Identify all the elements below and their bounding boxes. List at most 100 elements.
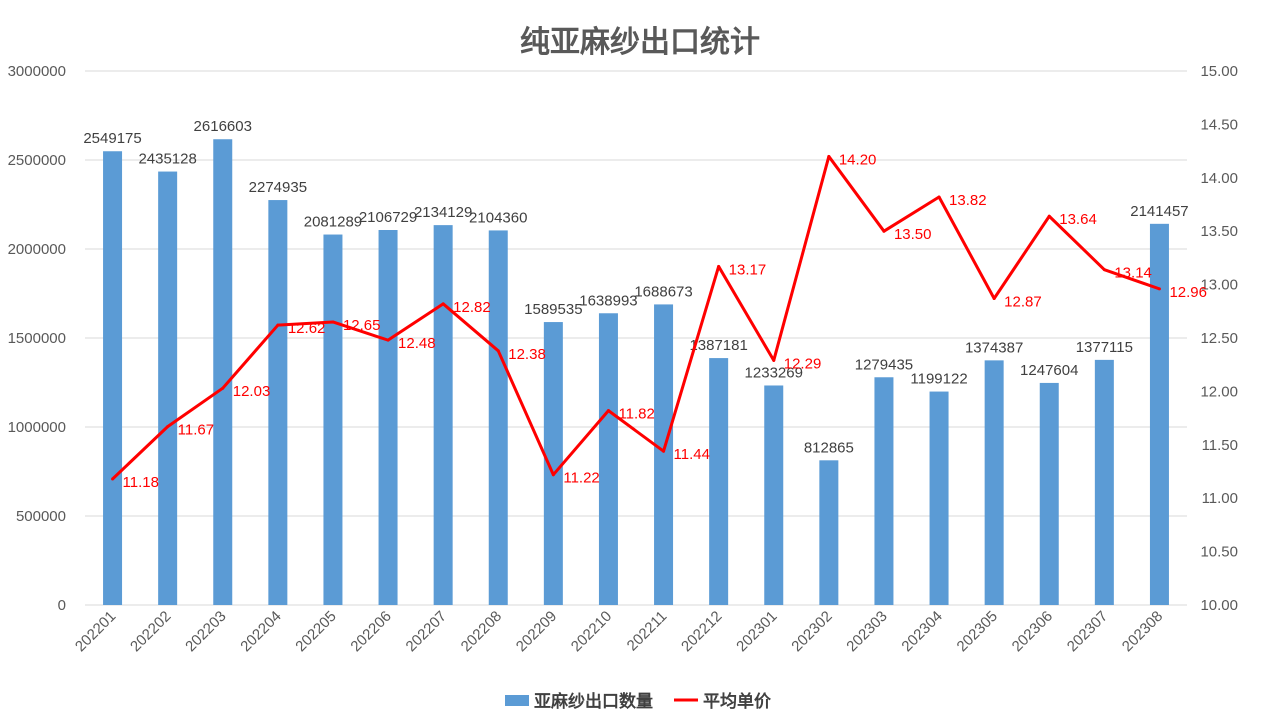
bar <box>764 385 784 605</box>
x-tick-label: 202212 <box>678 608 725 655</box>
bar-data-label: 2081289 <box>304 214 362 231</box>
right-tick-label: 10.50 <box>1200 544 1238 561</box>
bar-data-label: 1638993 <box>579 292 637 309</box>
right-tick-label: 13.00 <box>1200 277 1238 294</box>
right-tick-label: 12.00 <box>1200 383 1238 400</box>
x-tick-label: 202203 <box>182 608 229 655</box>
right-tick-label: 12.50 <box>1200 330 1238 347</box>
line-point <box>992 296 996 300</box>
x-tick-label: 202306 <box>1009 608 1056 655</box>
line-point <box>1102 268 1106 272</box>
bar-data-label: 1233269 <box>745 364 803 381</box>
legend-swatch-bar <box>505 695 529 706</box>
legend: 亚麻纱出口数量 平均单价 <box>505 691 772 712</box>
line-point <box>496 349 500 353</box>
line-data-label: 13.50 <box>894 226 932 243</box>
left-tick-label: 0 <box>58 597 66 614</box>
bar-data-label: 1589535 <box>524 301 582 318</box>
line-point <box>772 358 776 362</box>
bar <box>543 322 563 605</box>
legend-label-bar: 亚麻纱出口数量 <box>534 691 653 712</box>
bar-data-label: 2549175 <box>83 130 141 147</box>
x-tick-label: 202308 <box>1119 608 1166 655</box>
left-axis: 0 500000 1000000 1500000 2000000 2500000 30000… <box>8 63 66 614</box>
bar <box>433 225 453 605</box>
bar-data-label: 2104360 <box>469 209 527 226</box>
bar-data-label: 1199122 <box>910 371 967 388</box>
bar-data-label: 1374387 <box>965 339 1023 356</box>
line-point <box>386 338 390 342</box>
line-data-label: 12.03 <box>233 383 271 400</box>
line-point <box>221 386 225 390</box>
chart-title: 纯亚麻纱出口统计 <box>520 25 760 60</box>
bar <box>103 151 123 605</box>
bar-data-label: 1688673 <box>634 283 692 300</box>
x-tick-label: 202201 <box>72 608 119 655</box>
bar <box>213 139 233 605</box>
line-data-label: 14.20 <box>839 151 877 168</box>
x-tick-label: 202304 <box>898 608 945 655</box>
line-data-label: 11.44 <box>674 446 710 463</box>
bar <box>598 313 618 605</box>
line-point <box>827 154 831 158</box>
right-tick-label: 14.00 <box>1200 170 1238 187</box>
line-point <box>1047 214 1051 218</box>
x-tick-label: 202303 <box>843 608 890 655</box>
bar <box>1094 359 1114 605</box>
bar-data-label: 1279435 <box>855 356 913 373</box>
left-tick-label: 2500000 <box>8 152 66 169</box>
x-tick-label: 202202 <box>127 608 174 655</box>
x-tick-label: 202210 <box>568 608 615 655</box>
bar <box>709 358 729 605</box>
line-point <box>111 477 115 481</box>
gridlines <box>85 70 1187 606</box>
bar <box>1149 223 1169 605</box>
right-axis: 10.00 10.50 11.00 11.50 12.00 12.50 13.00 13.50… <box>1200 63 1238 614</box>
line-data-label: 13.64 <box>1059 211 1097 228</box>
bar-data-label: 2106729 <box>359 209 417 226</box>
x-tick-label: 202301 <box>733 608 780 655</box>
line-point <box>331 320 335 324</box>
x-tick-label: 202208 <box>458 608 505 655</box>
left-tick-label: 3000000 <box>8 63 66 80</box>
bar-series <box>103 139 1169 605</box>
x-tick-label: 202207 <box>403 608 450 655</box>
bar-data-label: 2274935 <box>249 179 307 196</box>
x-tick-label: 202206 <box>347 608 394 655</box>
line-data-label: 13.82 <box>949 192 987 209</box>
left-tick-label: 2000000 <box>8 241 66 258</box>
legend-label-line: 平均单价 <box>703 691 772 712</box>
price-line <box>111 154 1160 481</box>
line-point <box>551 473 555 477</box>
bar <box>654 304 674 605</box>
line-point <box>606 409 610 413</box>
x-tick-label: 202209 <box>513 608 560 655</box>
bar-data-label: 1377115 <box>1076 339 1133 356</box>
bar-data-label: 2134129 <box>414 204 472 221</box>
line-data-label: 11.22 <box>563 470 599 487</box>
left-tick-label: 500000 <box>16 508 66 525</box>
line-data-label: 12.82 <box>453 299 491 316</box>
line-data-label: 12.65 <box>343 317 381 334</box>
line-data-label: 12.62 <box>288 320 326 337</box>
line-data-label: 11.18 <box>123 474 159 491</box>
line-data-label: 13.14 <box>1114 265 1152 282</box>
line-point <box>882 229 886 233</box>
bar <box>378 230 398 605</box>
line-point <box>166 425 170 429</box>
left-tick-label: 1500000 <box>8 330 66 347</box>
bar <box>819 460 839 605</box>
line-data-label: 12.38 <box>508 346 546 363</box>
right-tick-label: 13.50 <box>1200 223 1238 240</box>
line-point <box>717 264 721 268</box>
right-tick-label: 11.50 <box>1202 437 1238 454</box>
line-point <box>662 449 666 453</box>
line-data-label: 12.48 <box>398 335 436 352</box>
line-data-label: 12.96 <box>1169 284 1207 301</box>
line-labels: 11.18 11.67 12.03 12.62 12.65 12.48 12.82 12.38… <box>123 151 1207 491</box>
x-axis: 202201 202202 202203 202204 202205 202206 2022… <box>72 608 1166 655</box>
x-tick-label: 202205 <box>292 608 339 655</box>
bar <box>323 234 343 605</box>
line-point <box>276 323 280 327</box>
